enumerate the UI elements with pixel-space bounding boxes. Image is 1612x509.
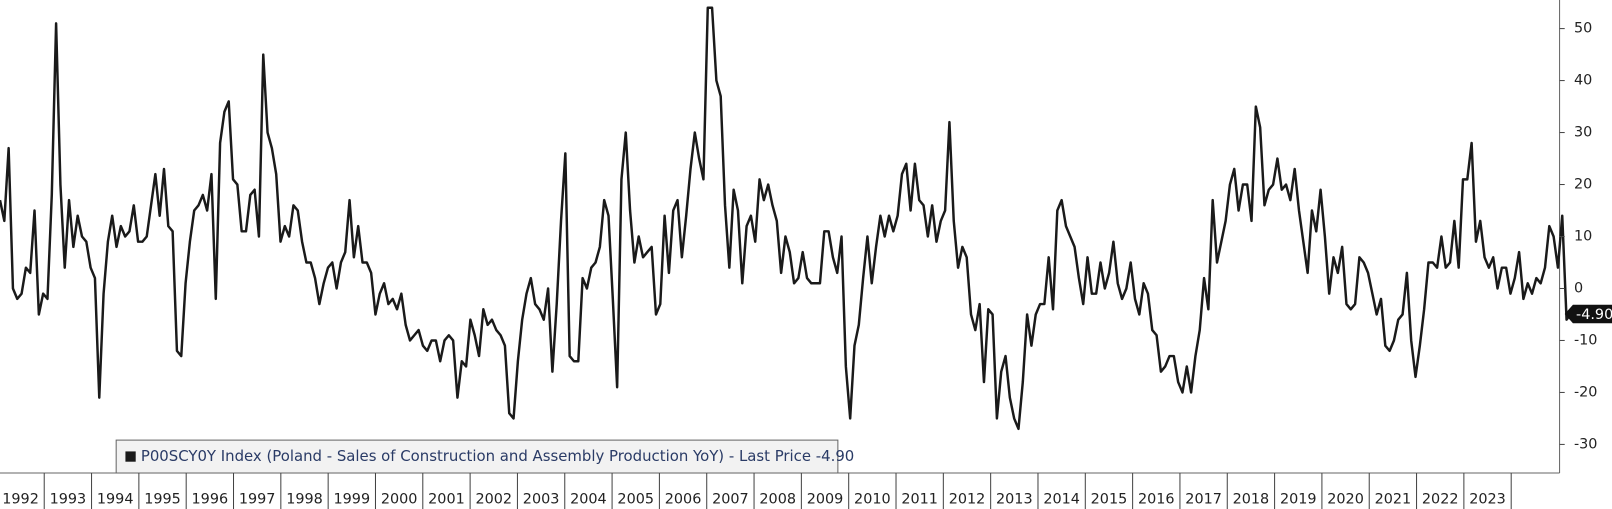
series-line bbox=[0, 6, 1572, 431]
x-tick-label: 1994 bbox=[97, 492, 134, 508]
x-tick-label: 1996 bbox=[192, 492, 229, 508]
x-tick-label: 2011 bbox=[901, 492, 938, 508]
last-price-tag bbox=[1564, 304, 1612, 324]
x-tick-label: 2008 bbox=[759, 492, 796, 508]
y-tick-label: -20 bbox=[1574, 384, 1597, 400]
x-tick-label: 2006 bbox=[665, 492, 702, 508]
x-tick-label: 2020 bbox=[1327, 492, 1364, 508]
legend: P00SCY0Y Index (Poland - Sales of Constr… bbox=[115, 439, 854, 474]
x-tick-label: 2000 bbox=[381, 492, 418, 508]
y-tick-label: 0 bbox=[1574, 280, 1583, 296]
x-tick-label: 2013 bbox=[996, 492, 1033, 508]
x-tick-label: 2016 bbox=[1138, 492, 1175, 508]
legend-text: P00SCY0Y Index (Poland - Sales of Constr… bbox=[141, 447, 854, 465]
x-tick-label: 2022 bbox=[1422, 492, 1459, 508]
x-tick-label: 2019 bbox=[1280, 492, 1317, 508]
x-tick-label: 1992 bbox=[2, 492, 39, 508]
x-tick-label: 2014 bbox=[1043, 492, 1080, 508]
x-tick-label: 2015 bbox=[1091, 492, 1128, 508]
x-tick-label: 2004 bbox=[570, 492, 607, 508]
y-tick-label: 30 bbox=[1574, 125, 1592, 141]
x-tick-label: 1993 bbox=[50, 492, 87, 508]
x-tick-label: 1999 bbox=[334, 492, 371, 508]
x-tick-label: 2021 bbox=[1375, 492, 1412, 508]
last-price-label: -4.90 bbox=[1576, 307, 1612, 323]
x-tick-label: 2012 bbox=[949, 492, 986, 508]
x-tick-label: 2017 bbox=[1185, 492, 1222, 508]
x-tick-label: 2005 bbox=[617, 492, 654, 508]
legend-box bbox=[115, 439, 839, 474]
legend-swatch bbox=[125, 451, 136, 462]
x-tick-label: 2018 bbox=[1233, 492, 1270, 508]
y-tick-label: -10 bbox=[1574, 332, 1597, 348]
x-tick-label: 2010 bbox=[854, 492, 891, 508]
x-tick-label: 2001 bbox=[428, 492, 465, 508]
x-tick-label: 2003 bbox=[523, 492, 560, 508]
x-tick-label: 1998 bbox=[286, 492, 323, 508]
x-tick-label: 1997 bbox=[239, 492, 276, 508]
x-tick-label: 1995 bbox=[144, 492, 181, 508]
x-tick-label: 2002 bbox=[475, 492, 512, 508]
y-tick-label: 40 bbox=[1574, 73, 1592, 89]
x-tick-label: 2023 bbox=[1469, 492, 1506, 508]
x-tick-label: 2009 bbox=[807, 492, 844, 508]
y-tick-label: 50 bbox=[1574, 21, 1592, 37]
y-tick-label: -30 bbox=[1574, 436, 1597, 452]
y-tick-label: 10 bbox=[1574, 229, 1592, 245]
x-tick-label: 2007 bbox=[712, 492, 749, 508]
y-tick-label: 20 bbox=[1574, 177, 1592, 193]
